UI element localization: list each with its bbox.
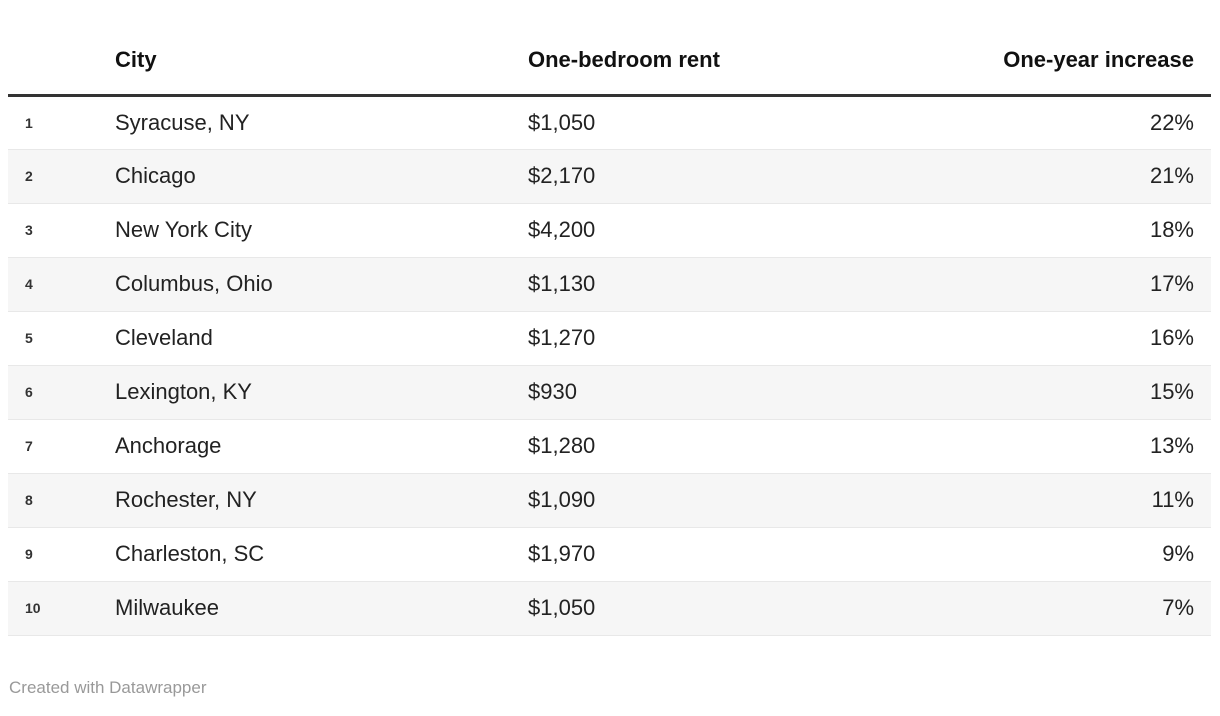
cell-city: New York City (115, 203, 528, 258)
cell-city: Milwaukee (115, 581, 528, 636)
col-header-increase: One-year increase (878, 0, 1211, 97)
cell-rank: 8 (8, 473, 115, 528)
cell-city: Cleveland (115, 311, 528, 366)
cell-rank: 5 (8, 311, 115, 366)
cell-city: Anchorage (115, 419, 528, 474)
cell-city: Charleston, SC (115, 527, 528, 582)
cell-city: Chicago (115, 149, 528, 204)
cell-increase: 11% (878, 473, 1211, 528)
cell-rent: $1,050 (528, 581, 878, 636)
cell-rank: 2 (8, 149, 115, 204)
cell-rank: 3 (8, 203, 115, 258)
cell-rent: $4,200 (528, 203, 878, 258)
cell-rent: $1,090 (528, 473, 878, 528)
cell-city: Syracuse, NY (115, 95, 528, 150)
cell-increase: 22% (878, 95, 1211, 150)
cell-rank: 7 (8, 419, 115, 474)
cell-increase: 18% (878, 203, 1211, 258)
cell-rent: $930 (528, 365, 878, 420)
cell-rent: $1,130 (528, 257, 878, 312)
cell-rent: $2,170 (528, 149, 878, 204)
cell-rank: 1 (8, 95, 115, 150)
cell-increase: 15% (878, 365, 1211, 420)
table-row: 4 Columbus, Ohio $1,130 17% (8, 257, 1211, 312)
col-header-rank (8, 0, 115, 97)
table-row: 9 Charleston, SC $1,970 9% (8, 527, 1211, 582)
cell-rent: $1,280 (528, 419, 878, 474)
table-row: 2 Chicago $2,170 21% (8, 149, 1211, 204)
cell-rent: $1,270 (528, 311, 878, 366)
table-row: 7 Anchorage $1,280 13% (8, 419, 1211, 474)
table-row: 6 Lexington, KY $930 15% (8, 365, 1211, 420)
cell-rank: 6 (8, 365, 115, 420)
attribution-link[interactable]: Created with Datawrapper (9, 677, 207, 697)
col-header-rent: One-bedroom rent (528, 0, 878, 97)
cell-rent: $1,970 (528, 527, 878, 582)
cell-city: Lexington, KY (115, 365, 528, 420)
cell-rent: $1,050 (528, 95, 878, 150)
cell-rank: 10 (8, 581, 115, 636)
cell-rank: 9 (8, 527, 115, 582)
cell-city: Columbus, Ohio (115, 257, 528, 312)
table-body: 1 Syracuse, NY $1,050 22% 2 Chicago $2,1… (8, 95, 1211, 636)
cell-city: Rochester, NY (115, 473, 528, 528)
cell-increase: 21% (878, 149, 1211, 204)
table-row: 8 Rochester, NY $1,090 11% (8, 473, 1211, 528)
col-header-city: City (115, 0, 528, 97)
table-row: 1 Syracuse, NY $1,050 22% (8, 95, 1211, 150)
cell-increase: 13% (878, 419, 1211, 474)
table-row: 5 Cleveland $1,270 16% (8, 311, 1211, 366)
header-row: City One-bedroom rent One-year increase (8, 0, 1211, 97)
table-row: 10 Milwaukee $1,050 7% (8, 581, 1211, 636)
table-row: 3 New York City $4,200 18% (8, 203, 1211, 258)
cell-increase: 16% (878, 311, 1211, 366)
cell-increase: 7% (878, 581, 1211, 636)
rent-increase-table: City One-bedroom rent One-year increase … (8, 0, 1211, 636)
cell-increase: 17% (878, 257, 1211, 312)
cell-rank: 4 (8, 257, 115, 312)
cell-increase: 9% (878, 527, 1211, 582)
